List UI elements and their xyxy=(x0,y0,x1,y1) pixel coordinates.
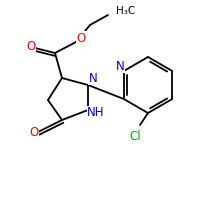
Text: Cl: Cl xyxy=(129,130,141,142)
Text: N: N xyxy=(89,72,97,84)
Text: O: O xyxy=(26,40,36,53)
Text: H₃C: H₃C xyxy=(116,6,135,16)
Text: N: N xyxy=(115,60,124,72)
Text: NH: NH xyxy=(87,106,105,119)
Text: O: O xyxy=(76,31,86,45)
Text: O: O xyxy=(29,126,39,138)
